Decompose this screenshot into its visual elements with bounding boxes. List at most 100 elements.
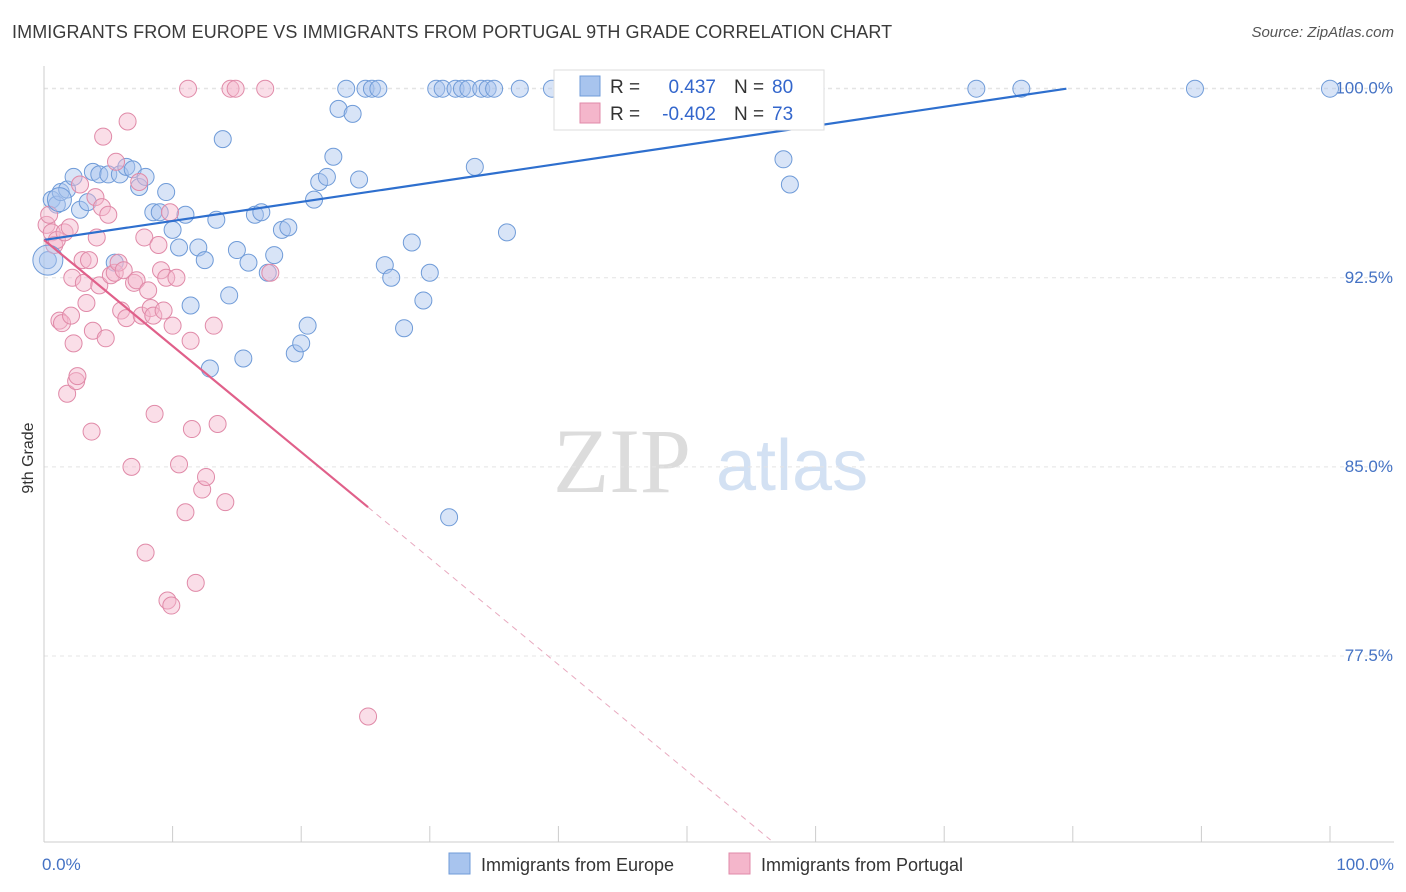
point-portugal: [99, 205, 118, 224]
point-europe: [220, 286, 239, 305]
point-europe: [485, 79, 504, 98]
legend-r-label-europe: R =: [610, 77, 640, 98]
x-tick-label: 0.0%: [42, 855, 81, 874]
point-europe: [510, 79, 529, 98]
point-europe: [157, 183, 176, 202]
point-europe: [414, 291, 433, 310]
point-europe: [150, 203, 169, 222]
watermark-zip: ZIP: [553, 410, 691, 512]
point-portugal: [145, 404, 164, 423]
point-portugal: [149, 236, 168, 255]
point-portugal: [162, 596, 181, 615]
legend-r-label-portugal: R =: [610, 104, 640, 125]
series-legend-label-portugal: Immigrants from Portugal: [761, 855, 963, 875]
point-portugal: [186, 573, 205, 592]
series-legend-swatch-europe: [448, 852, 471, 875]
point-portugal: [118, 112, 137, 131]
point-europe: [420, 263, 439, 282]
point-portugal: [82, 422, 101, 441]
point-europe: [234, 349, 253, 368]
point-portugal: [60, 218, 79, 237]
point-portugal: [86, 188, 105, 207]
point-europe: [181, 296, 200, 315]
point-portugal: [136, 543, 155, 562]
point-europe: [71, 200, 90, 219]
point-portugal: [74, 273, 93, 292]
series-legend-swatch-portugal: [728, 852, 751, 875]
point-portugal: [130, 172, 149, 191]
legend-n-value-portugal: 73: [772, 104, 793, 125]
point-portugal: [80, 251, 99, 270]
legend-swatch-europe: [579, 75, 601, 97]
point-europe: [382, 268, 401, 287]
point-portugal: [170, 455, 189, 474]
point-portugal: [77, 293, 96, 312]
point-portugal: [221, 79, 240, 98]
point-europe: [427, 79, 446, 98]
point-europe: [774, 150, 793, 169]
point-portugal: [163, 316, 182, 335]
watermark-atlas: atlas: [716, 426, 868, 506]
point-portugal: [208, 415, 227, 434]
point-portugal: [125, 273, 144, 292]
legend-swatch-portugal: [579, 102, 601, 124]
points-layer: [32, 79, 1339, 726]
point-europe: [195, 251, 214, 270]
legend-r-value-portugal: -0.402: [662, 104, 716, 125]
point-europe: [452, 79, 471, 98]
point-europe: [130, 178, 149, 197]
point-europe: [1185, 79, 1204, 98]
point-europe: [478, 79, 497, 98]
point-portugal: [182, 420, 201, 439]
point-portugal: [204, 316, 223, 335]
point-europe: [239, 253, 258, 272]
point-portugal: [359, 707, 378, 726]
point-europe: [64, 167, 83, 186]
point-europe: [292, 334, 311, 353]
point-portugal: [50, 311, 69, 330]
point-portugal: [167, 268, 186, 287]
point-europe: [446, 79, 465, 98]
point-europe: [317, 167, 336, 186]
point-portugal: [94, 127, 113, 146]
point-europe-cluster: [32, 244, 64, 276]
point-europe: [279, 218, 298, 237]
legend-r-value-europe: 0.437: [668, 77, 716, 98]
point-portugal: [135, 228, 154, 247]
series-legend-label-europe: Immigrants from Europe: [481, 855, 674, 875]
point-europe: [497, 223, 516, 242]
point-europe: [433, 79, 452, 98]
point-portugal: [58, 384, 77, 403]
point-europe: [356, 79, 375, 98]
legend-n-label-europe: N =: [734, 77, 764, 98]
point-europe: [780, 175, 799, 194]
point-portugal: [71, 175, 90, 194]
y-tick-label: 92.5%: [1345, 268, 1393, 287]
point-europe: [440, 508, 459, 527]
point-europe: [362, 79, 381, 98]
point-portugal: [107, 152, 126, 171]
y-tick-label: 85.0%: [1345, 457, 1393, 476]
legend-n-value-europe: 80: [772, 77, 793, 98]
point-europe: [343, 104, 362, 123]
y-tick-label: 77.5%: [1345, 646, 1393, 665]
point-portugal: [68, 367, 87, 386]
point-portugal: [63, 268, 82, 287]
chart-title: IMMIGRANTS FROM EUROPE VS IMMIGRANTS FRO…: [12, 22, 893, 42]
point-europe: [200, 359, 219, 378]
point-portugal: [122, 457, 141, 476]
point-portugal: [261, 263, 280, 282]
trendline-portugal: [43, 239, 369, 509]
grid-layer: [44, 87, 1394, 657]
legend-n-label-portugal: N =: [734, 104, 764, 125]
trend-layer: [43, 87, 1067, 841]
point-portugal: [226, 79, 245, 98]
point-portugal: [64, 334, 83, 353]
point-europe: [369, 79, 388, 98]
point-portugal: [62, 306, 81, 325]
y-tick-label: 100.0%: [1335, 79, 1393, 98]
point-europe: [1012, 79, 1031, 98]
point-portugal: [161, 203, 180, 222]
point-europe: [350, 170, 369, 189]
